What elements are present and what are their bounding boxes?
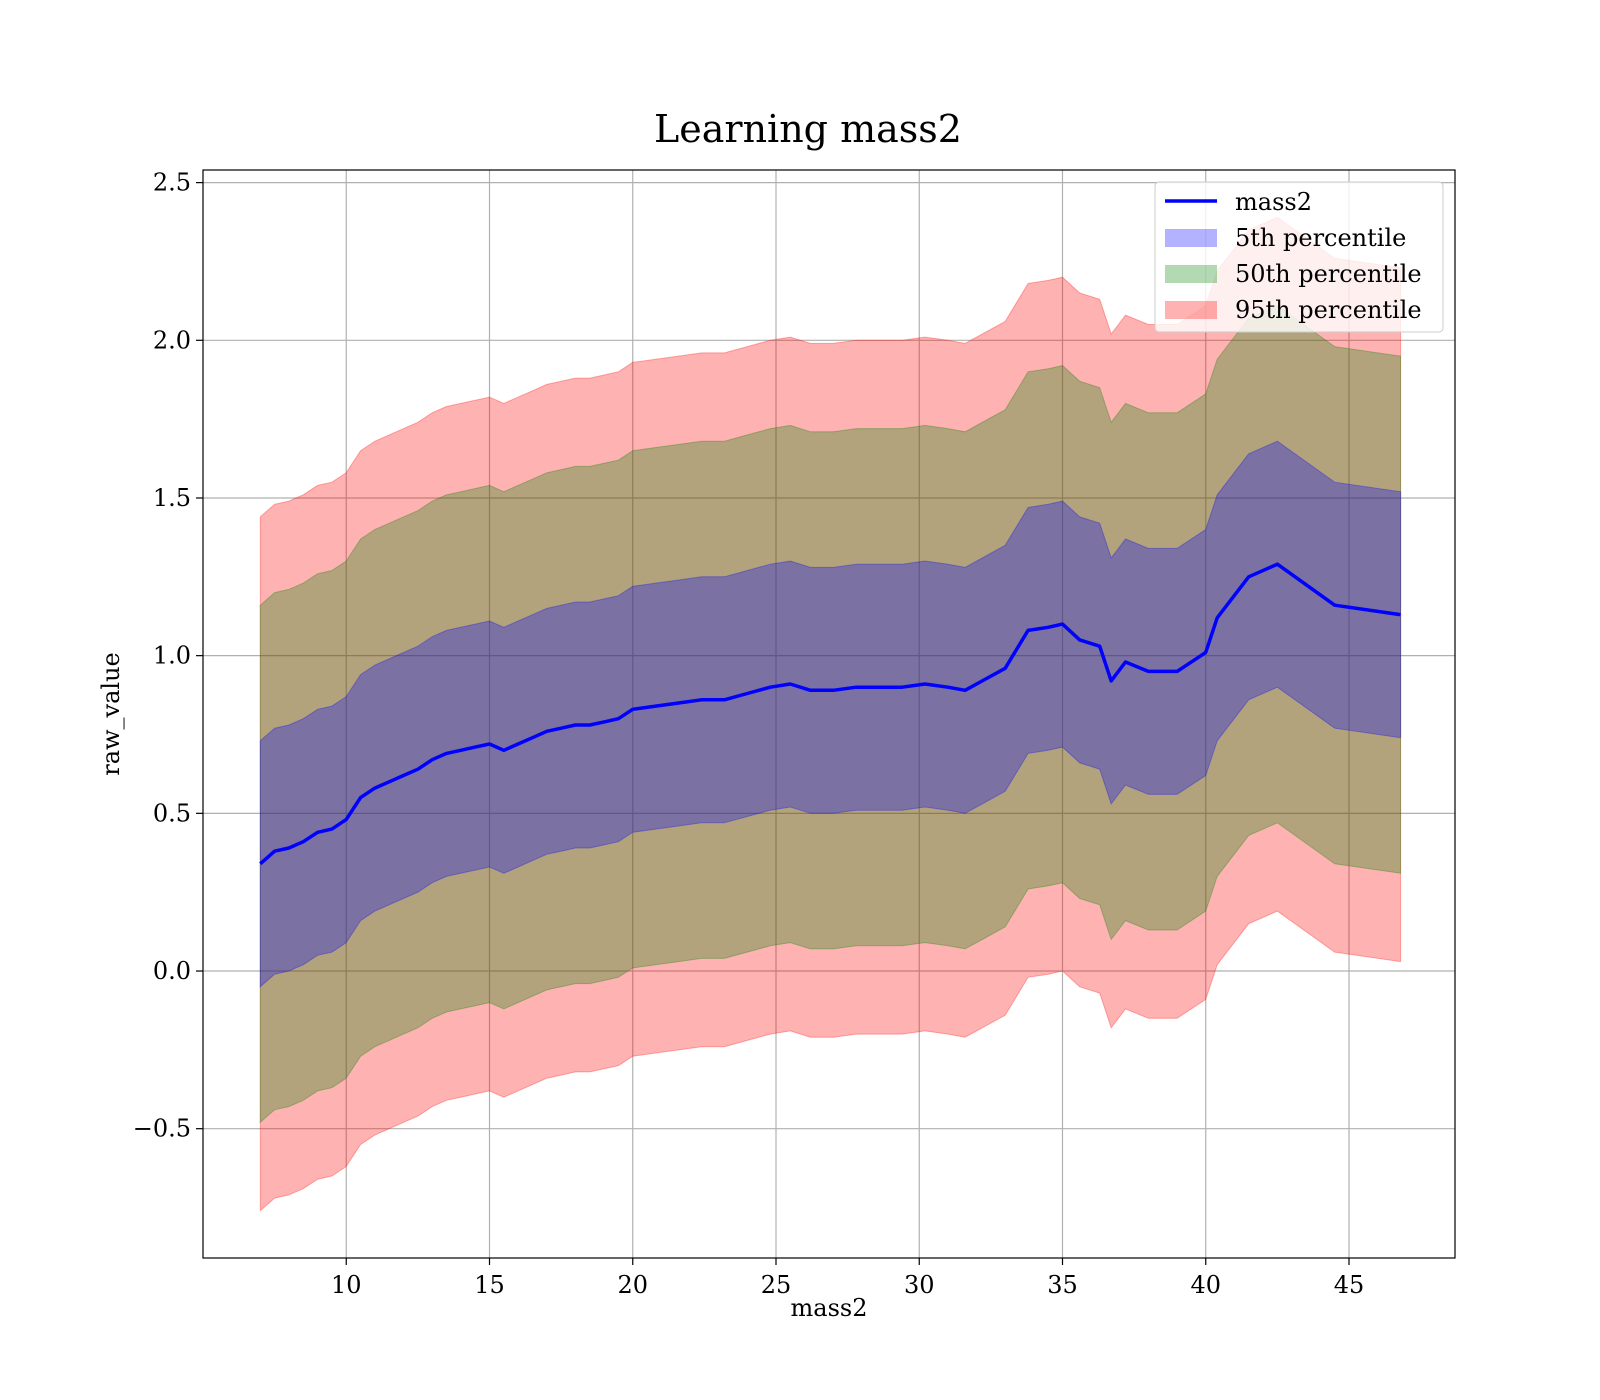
y-tick-label: 0.5 bbox=[153, 799, 191, 827]
axis-ticks: 10 15 20 25 30 35 40 45 −0.5 0.0 0.5 1.0 1.5 2.0 2.5 bbox=[133, 169, 1365, 1299]
mass2-line bbox=[259, 562, 1401, 866]
legend-swatch-5th-percentile bbox=[1165, 229, 1217, 247]
y-tick-label: 0.0 bbox=[153, 957, 191, 985]
legend-label-5th-percentile: 5th percentile bbox=[1235, 224, 1406, 252]
y-tick-label: 1.5 bbox=[153, 484, 191, 512]
chart-title: Learning mass2 bbox=[654, 107, 962, 151]
legend: mass2 5th percentile 50th percentile 95t… bbox=[1154, 181, 1444, 333]
y-tick-label: −0.5 bbox=[133, 1115, 191, 1143]
legend-swatch-95th-percentile bbox=[1165, 301, 1217, 319]
y-tick-label: 1.0 bbox=[153, 642, 191, 670]
legend-label-95th-percentile: 95th percentile bbox=[1235, 296, 1422, 324]
y-tick-label: 2.5 bbox=[153, 169, 191, 197]
y-axis-label: raw_value bbox=[97, 652, 125, 776]
x-tick-label: 40 bbox=[1190, 1271, 1221, 1299]
x-tick-label: 45 bbox=[1334, 1271, 1365, 1299]
grid-lines bbox=[203, 170, 1455, 1258]
x-tick-label: 25 bbox=[761, 1271, 792, 1299]
plot-area bbox=[202, 169, 1456, 1259]
x-tick-label: 30 bbox=[904, 1271, 935, 1299]
band-50th-percentile bbox=[259, 305, 1402, 1124]
y-tick-label: 2.0 bbox=[153, 326, 191, 354]
legend-box bbox=[1154, 181, 1444, 333]
x-tick-label: 10 bbox=[331, 1271, 362, 1299]
band-5th-percentile bbox=[259, 440, 1402, 988]
plot-frame bbox=[202, 169, 1456, 1259]
percentile-bands bbox=[259, 216, 1402, 1212]
band-95th-percentile bbox=[259, 216, 1402, 1212]
x-tick-label: 15 bbox=[474, 1271, 505, 1299]
legend-swatch-50th-percentile bbox=[1165, 265, 1217, 283]
x-axis-label: mass2 bbox=[791, 1294, 868, 1322]
x-tick-label: 20 bbox=[617, 1271, 648, 1299]
legend-label-50th-percentile: 50th percentile bbox=[1235, 260, 1422, 288]
mass2-series bbox=[259, 562, 1401, 866]
x-tick-label: 35 bbox=[1047, 1271, 1078, 1299]
legend-label-mass2: mass2 bbox=[1235, 188, 1312, 216]
